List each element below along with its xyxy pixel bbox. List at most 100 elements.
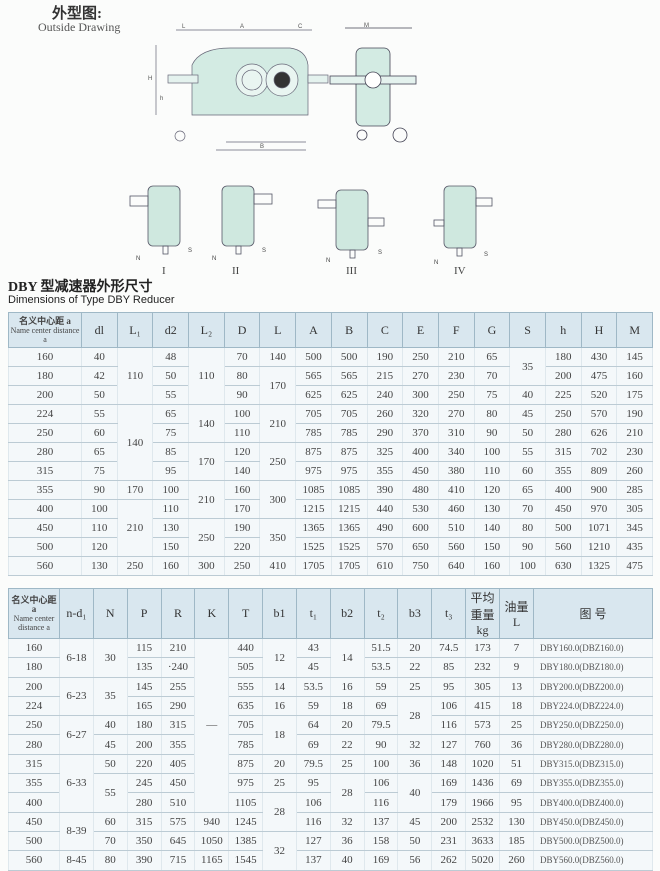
table-cell: 355 <box>8 480 82 500</box>
table-cell: 25 <box>262 773 297 794</box>
table-cell: 626 <box>580 423 618 443</box>
table-cell: 975 <box>330 461 368 481</box>
table-cell: 630 <box>544 556 582 576</box>
table-cell: 200 <box>8 385 82 405</box>
table-cell: 50 <box>397 830 433 852</box>
table-cell: 40 <box>92 715 128 736</box>
outside-drawing-title-en: Outside Drawing <box>38 20 121 34</box>
table-cell: DBY450.0(DBZ450.0) <box>533 811 653 832</box>
table-cell: 100 <box>152 480 190 500</box>
table-cell: 53.5 <box>295 676 331 697</box>
table-cell: DBY400.0(DBZ400.0) <box>533 792 653 813</box>
table-cell: 110 <box>473 461 511 481</box>
table-cell: 250 <box>8 715 60 736</box>
table-cell: 6-18 <box>59 638 94 678</box>
table-cell: 450 <box>8 811 60 832</box>
table-cell: 260 <box>366 404 404 424</box>
mounting-arrangements: I N S II N S III N S IV N S <box>129 185 493 277</box>
table-cell: 450 <box>544 499 582 519</box>
header-cn: 名义中心距 a <box>19 315 71 326</box>
table-row: 180 42 50 80 170 565 565 215 270 230 70 200 475 160 <box>8 366 653 405</box>
table-cell: 315 <box>8 753 60 775</box>
table-cell: 315 <box>160 715 196 736</box>
table-cell: 224 <box>8 695 60 717</box>
table-cell: 280 <box>126 792 162 813</box>
table-cell: 80 <box>509 518 546 538</box>
table-cell: 12 <box>262 638 297 678</box>
table-cell: 45 <box>509 404 546 424</box>
table-cell: 1105 <box>228 792 264 813</box>
column-header: t₂ <box>363 588 399 639</box>
column-header: b3 <box>397 588 433 639</box>
table-row: 500 120 150 220 1525 1525 570 650 560 150 90 560 121… <box>8 537 653 557</box>
table-cell: 645 <box>160 830 196 852</box>
table-cell: 69 <box>295 734 331 755</box>
table-cell: 250 <box>8 423 82 443</box>
column-header: dl <box>81 312 118 348</box>
table-cell: 280 <box>8 734 60 755</box>
table-cell: 127 <box>295 830 331 852</box>
table-cell: DBY200.0(DBZ200.0) <box>533 676 653 697</box>
table-cell: 500 <box>544 518 582 538</box>
table-cell: DBY355.0(DBZ355.0) <box>533 773 653 794</box>
table-cell: 50 <box>92 753 128 775</box>
svg-text:III: III <box>346 265 357 277</box>
table-cell: 110 <box>152 499 190 519</box>
column-header: R <box>160 588 196 639</box>
table-cell: 430 <box>580 347 618 367</box>
table-cell: 1020 <box>465 753 500 775</box>
table-cell: 170 <box>188 442 225 481</box>
table-cell: 30 <box>92 638 128 678</box>
table-cell: 6-23 <box>59 676 94 717</box>
table-cell: 140 <box>223 461 261 481</box>
table-cell: 2532 <box>465 811 500 832</box>
column-header: t₃ <box>431 588 467 639</box>
table-cell: 65 <box>473 347 511 367</box>
table-cell: 100 <box>363 753 399 775</box>
table-cell: 310 <box>437 423 475 443</box>
table-cell: 600 <box>402 518 439 538</box>
column-header: h <box>544 312 582 348</box>
dim-label-C: C <box>298 24 303 30</box>
table-cell: 785 <box>228 734 264 755</box>
table-row: 280 65 85 170 120 250 875 875 325 400 340 100 55 315 7… <box>8 442 653 481</box>
table-cell: 55 <box>509 442 546 462</box>
table-cell: 510 <box>160 792 196 813</box>
column-header: 图 号 <box>533 588 653 639</box>
table-cell: 145 <box>616 347 653 367</box>
column-header: H <box>580 312 618 348</box>
table-cell: 450 <box>160 773 196 794</box>
table-cell: 56 <box>397 850 433 871</box>
table-cell: 40 <box>329 850 365 871</box>
table-cell: 190 <box>366 347 404 367</box>
table-row: 400 100 210 110 170 1215 1215 440 530 460 130 70 450… <box>8 499 653 557</box>
table-cell: 210 <box>616 423 653 443</box>
column-header: S <box>509 312 546 348</box>
column-header: F <box>437 312 475 348</box>
table-cell: 70 <box>223 347 261 367</box>
column-header: E <box>402 312 439 348</box>
table-cell: 1215 <box>330 499 368 519</box>
table-cell: 90 <box>363 734 399 755</box>
mount-II: II N S <box>212 248 266 277</box>
table-cell: 355 <box>544 461 582 481</box>
svg-text:S: S <box>188 248 192 254</box>
dim-label-A: A <box>240 24 244 30</box>
table-row: 160 6-18 30 115 210—440 12 43 14 51.5 20 74.5 173 7 D… <box>8 637 653 813</box>
svg-text:N: N <box>212 256 216 262</box>
mount-IV: IV N S <box>434 252 488 277</box>
table-cell: 80 <box>223 366 261 386</box>
table-cell: 350 <box>259 518 297 557</box>
table-cell: 260 <box>616 461 653 481</box>
table-cell: 390 <box>126 850 162 871</box>
table-cell: 25 <box>397 676 433 697</box>
table-cell: 250 <box>437 385 475 405</box>
table-cell: 36 <box>329 830 365 852</box>
table-cell: 460 <box>437 499 475 519</box>
table-cell: 160 <box>152 556 190 576</box>
table-cell: 560 <box>8 850 60 871</box>
end-view <box>329 27 417 143</box>
table-row: 355 55 245 450 975 25 95 28 106 40 169 1436 69 DBY355… <box>8 773 653 813</box>
table-cell: 55 <box>92 773 128 813</box>
svg-text:S: S <box>484 252 488 258</box>
